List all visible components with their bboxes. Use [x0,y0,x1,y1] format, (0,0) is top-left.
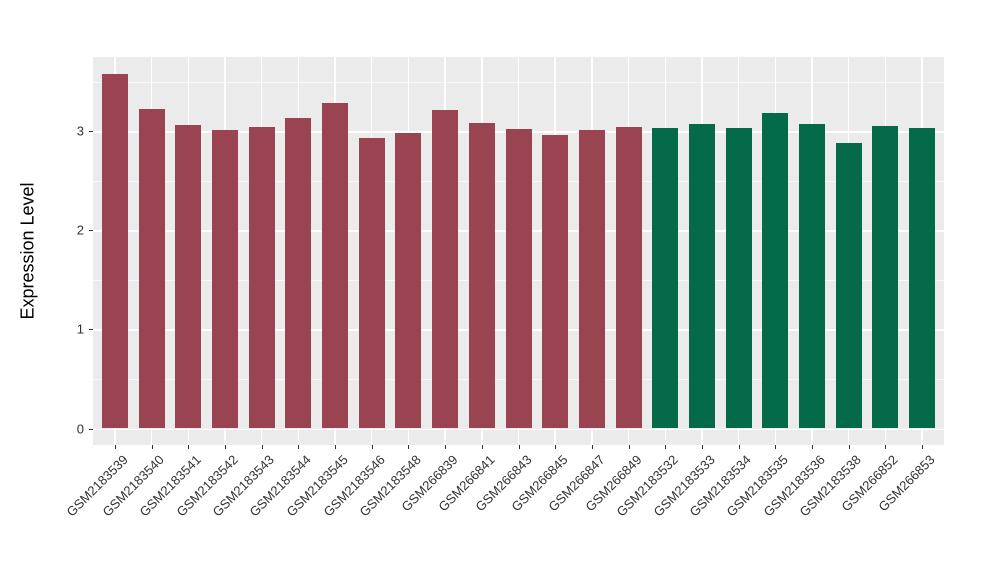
y-tick-mark [89,428,93,430]
x-tick-mark [738,445,740,449]
bar-GSM266852 [872,126,899,429]
y-tick-mark [89,131,93,133]
bar-GSM2183538 [835,143,862,429]
x-tick-mark [188,445,190,449]
bar-GSM266849 [615,127,642,429]
x-tick-mark [701,445,703,449]
bar-GSM266847 [578,130,605,429]
plot-panel [93,57,944,445]
x-tick-mark [371,445,373,449]
bar-GSM266853 [908,128,935,429]
x-tick-mark [555,445,557,449]
x-tick-mark [518,445,520,449]
bar-GSM266839 [432,110,459,429]
bar-GSM2183541 [175,125,202,429]
x-tick-label-text: GSM2183539 [63,452,131,520]
y-axis-title: Expression Level [17,182,38,320]
x-tick-mark [591,445,593,449]
bar-GSM2183543 [248,127,275,429]
bar-GSM2183536 [798,124,825,429]
x-tick-mark [298,445,300,449]
x-tick-mark [775,445,777,449]
bar-GSM266841 [468,123,495,429]
bar-GSM2183545 [322,102,349,429]
x-tick-mark [225,445,227,449]
x-tick-mark [811,445,813,449]
x-tick-mark [885,445,887,449]
x-tick-mark [151,445,153,449]
x-tick-mark [848,445,850,449]
y-tick-mark [89,230,93,232]
x-tick-mark [261,445,263,449]
x-tick-mark [481,445,483,449]
x-tick-mark [408,445,410,449]
bar-GSM2183548 [395,133,422,429]
y-tick-mark [89,329,93,331]
bar-GSM2183535 [762,113,789,429]
bar-GSM2183546 [358,138,385,429]
x-tick-mark [628,445,630,449]
x-tick-mark [335,445,337,449]
bar-GSM2183539 [102,73,128,429]
bar-GSM2183532 [652,128,679,429]
x-tick-mark [665,445,667,449]
y-tick-label: 1 [76,321,84,337]
bar-GSM2183534 [725,128,752,429]
y-tick-label: 2 [76,222,84,238]
bar-GSM266843 [505,129,532,429]
x-tick-mark [115,445,116,449]
bar-GSM2183540 [138,108,165,429]
bar-GSM2183542 [212,130,239,429]
x-tick-mark [445,445,447,449]
x-tick-mark [921,445,923,449]
y-tick-label: 3 [76,123,84,139]
bar-GSM2183533 [688,124,715,429]
bar-GSM2183544 [285,118,312,429]
y-tick-label: 0 [76,421,84,436]
bar-GSM266845 [542,135,569,429]
